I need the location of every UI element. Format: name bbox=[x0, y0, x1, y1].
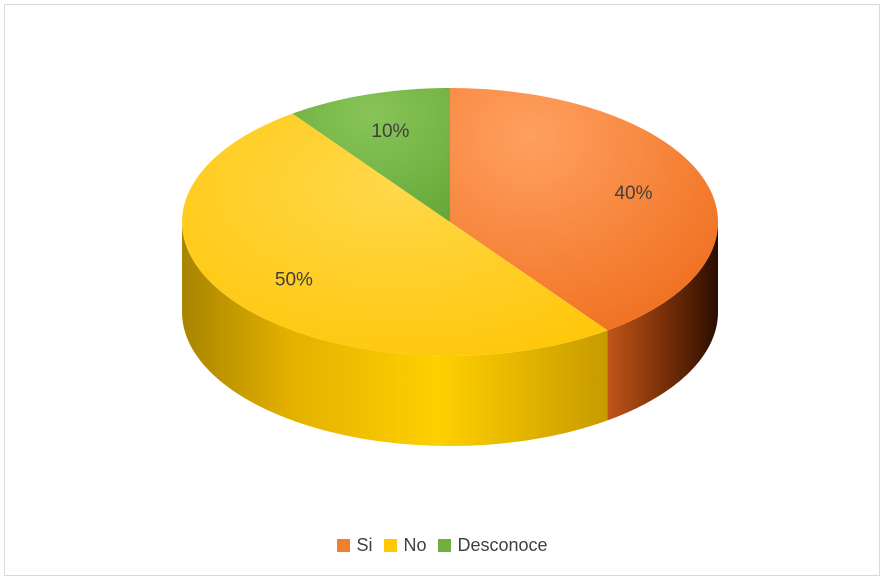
slice-top-si bbox=[450, 88, 718, 331]
legend-item-no: No bbox=[384, 535, 426, 556]
legend-item-si: Si bbox=[337, 535, 372, 556]
legend-swatch-desconoce bbox=[438, 538, 452, 552]
pie-labels: 40% 50% 10% bbox=[275, 121, 653, 291]
legend: Si No Desconoce bbox=[0, 533, 885, 557]
slice-top-desconoce bbox=[292, 88, 450, 222]
slice-side-no bbox=[182, 222, 608, 446]
slice-side-si bbox=[607, 222, 718, 421]
data-label-si: 40% bbox=[614, 183, 652, 204]
legend-label-no: No bbox=[403, 534, 427, 555]
data-label-desconoce: 10% bbox=[371, 121, 409, 142]
slice-top-no bbox=[182, 113, 608, 356]
legend-swatch-no bbox=[384, 538, 398, 552]
pie-sides bbox=[182, 222, 718, 446]
pie-tops bbox=[182, 88, 718, 356]
data-label-no: 50% bbox=[275, 270, 313, 291]
legend-item-desconoce: Desconoce bbox=[438, 534, 548, 556]
legend-label-si: Si bbox=[356, 534, 373, 555]
legend-label-desconoce: Desconoce bbox=[457, 534, 548, 555]
legend-swatch-si bbox=[337, 538, 351, 552]
